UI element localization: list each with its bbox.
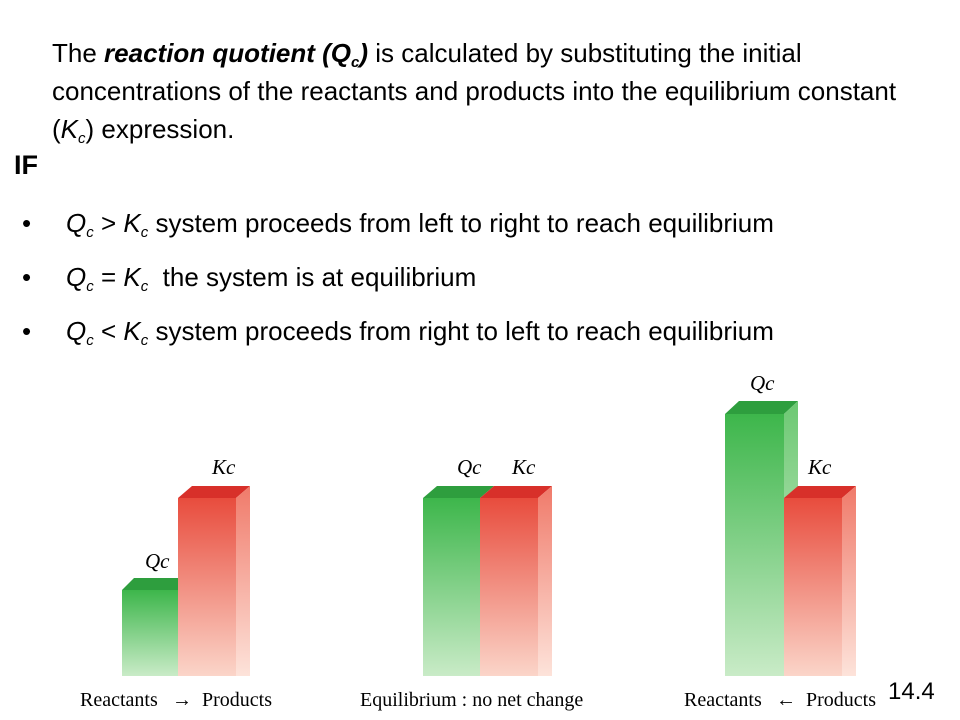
kc-label: Kc — [807, 455, 832, 479]
kc-bar-top — [178, 486, 250, 498]
caption-reactants: Reactants — [80, 689, 158, 711]
condition-q: Q — [66, 208, 87, 238]
condition-q-sub: c — [86, 224, 94, 241]
slide-number: 14.4 — [888, 678, 935, 705]
condition-operator: = — [93, 262, 124, 292]
if-heading: IF — [14, 150, 38, 180]
caption-equilibrium: Equilibrium : no net change — [360, 689, 583, 711]
qc-bar-top — [122, 578, 190, 590]
kc-bar-side — [236, 486, 250, 676]
reaction-quotient-term: reaction quotient (Q — [104, 38, 352, 68]
qc-label: Qc — [750, 371, 775, 395]
kc-bar-top — [480, 486, 552, 498]
intro-text-2: is calculated by substituting the initia… — [52, 38, 897, 144]
condition-k-sub: c — [140, 224, 149, 241]
condition-less: • Qc < Kc system proceeds from right to l… — [22, 316, 774, 349]
condition-k-sub: c — [140, 278, 149, 295]
kc-label: Kc — [211, 455, 236, 479]
qc-bar — [122, 590, 178, 676]
qc-bar-top — [423, 486, 494, 498]
condition-text: the system is at equilibrium — [148, 262, 477, 292]
kc-bar-top — [784, 486, 856, 498]
bullet-icon: • — [22, 208, 32, 238]
reaction-quotient-subscript: c — [351, 54, 360, 71]
condition-k: K — [123, 316, 141, 346]
condition-operator: < — [93, 316, 124, 346]
forward-arrow-icon: → — [172, 689, 192, 711]
condition-q-sub: c — [86, 278, 94, 295]
caption-products: Products — [806, 689, 876, 711]
qk-comparison-figure: Qc Kc Reactants → Products Qc Kc Equilib… — [80, 371, 876, 711]
kc-symbol: K — [60, 114, 79, 144]
intro-text-1: The — [52, 38, 105, 68]
kc-bar-side — [842, 486, 856, 676]
qc-label: Qc — [457, 455, 482, 479]
caption-reactants: Reactants — [684, 689, 762, 711]
condition-text: system proceeds from right to left to re… — [148, 316, 774, 346]
qc-label: Qc — [145, 549, 170, 573]
qc-bar-top — [725, 401, 798, 414]
condition-equal: • Qc = Kc the system is at equilibrium — [22, 262, 477, 295]
qc-bar — [725, 414, 784, 676]
bullet-icon: • — [22, 316, 32, 346]
condition-k: K — [123, 208, 141, 238]
kc-label: Kc — [511, 455, 536, 479]
intro-paragraph: The reaction quotient (Qc) is calculated… — [52, 34, 932, 148]
kc-bar — [178, 498, 236, 676]
reaction-quotient-close: ) — [359, 38, 369, 68]
condition-text: system proceeds from left to right to re… — [148, 208, 774, 238]
panel-equilibrium: Qc Kc Equilibrium : no net change — [360, 455, 583, 711]
qc-bar — [423, 498, 480, 676]
kc-bar — [784, 498, 842, 676]
panel-forward: Qc Kc Reactants → Products — [80, 455, 272, 711]
condition-k: K — [123, 262, 141, 292]
kc-subscript: c — [78, 130, 86, 147]
condition-q: Q — [66, 316, 87, 346]
panel-reverse: Qc Kc Reactants ← Products — [684, 371, 876, 711]
bullet-icon: • — [22, 262, 32, 292]
kc-bar — [480, 498, 538, 676]
condition-greater: • Qc > Kc system proceeds from left to ri… — [22, 208, 774, 241]
reverse-arrow-icon: ← — [776, 689, 796, 711]
condition-operator: > — [93, 208, 124, 238]
caption-products: Products — [202, 689, 272, 711]
intro-text-3: ) expression. — [85, 114, 235, 144]
condition-k-sub: c — [140, 332, 149, 349]
kc-bar-side — [538, 486, 552, 676]
condition-q-sub: c — [86, 332, 94, 349]
condition-q: Q — [66, 262, 87, 292]
